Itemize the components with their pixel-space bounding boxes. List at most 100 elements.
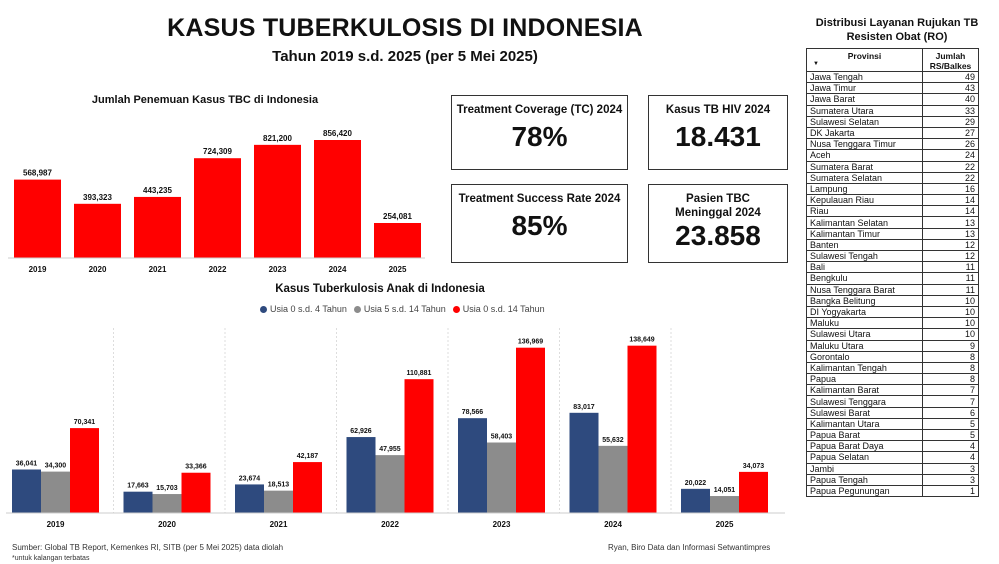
bar [374, 222, 421, 258]
count-cell: 22 [922, 171, 979, 184]
bar [627, 345, 657, 513]
province-cell: Banten [806, 238, 923, 252]
count-cell: 13 [922, 216, 979, 229]
table-row: Papua Selatan 4 [806, 451, 979, 464]
count-cell: 29 [922, 115, 979, 128]
footer-note: *untuk kalangan terbatas [12, 555, 90, 562]
data-label: 14,051 [714, 487, 736, 494]
province-cell: Papua Tengah [806, 473, 923, 486]
legend-item-age-0-14: Usia 0 s.d. 14 Tahun [452, 304, 545, 314]
count-cell: 40 [922, 93, 979, 106]
data-label: 34,073 [743, 463, 765, 470]
table-row: Sumatera Utara 33 [806, 104, 979, 117]
bar [404, 379, 434, 513]
province-cell: Sulawesi Barat [806, 406, 923, 419]
province-cell: Sulawesi Utara [806, 328, 923, 341]
count-cell: 10 [922, 317, 979, 330]
bar [70, 428, 99, 513]
data-label: 78,566 [462, 409, 484, 416]
table-row: Gorontalo 8 [806, 350, 979, 363]
province-cell: Papua Pegunungan [806, 484, 923, 498]
count-cell: 1 [922, 484, 979, 498]
data-label: 18,513 [268, 482, 290, 489]
legend-item-age-0-4: Usia 0 s.d. 4 Tahun [260, 304, 347, 314]
tc-card: Treatment Coverage (TC) 2024 78% [451, 95, 628, 170]
col-province-header[interactable]: Provinsi ▼ [806, 48, 923, 72]
page-title: KASUS TUBERKULOSIS DI INDONESIA [167, 14, 643, 42]
sort-down-icon[interactable]: ▼ [813, 61, 819, 67]
table-row: DI Yogyakarta 10 [806, 305, 979, 319]
table-row: Kalimantan Barat 7 [806, 384, 979, 397]
bar [152, 494, 182, 513]
count-cell: 10 [922, 305, 979, 319]
data-label: 568,987 [23, 169, 52, 178]
province-cell: Sulawesi Selatan [806, 115, 923, 128]
count-cell: 4 [922, 451, 979, 464]
data-label: 110,881 [407, 370, 432, 377]
data-label: 138,649 [629, 337, 654, 344]
province-cell: Nusa Tenggara Timur [806, 138, 923, 151]
province-cell: Sumatera Selatan [806, 171, 923, 184]
x-tick-label: 2019 [29, 265, 47, 274]
tsr-label: Treatment Success Rate 2024 [458, 193, 621, 205]
data-label: 36,041 [16, 461, 38, 468]
data-label: 58,403 [491, 434, 513, 441]
table-row: Papua Barat Daya 4 [806, 440, 979, 453]
province-cell: Aceh [806, 149, 923, 162]
province-cell: Maluku [806, 317, 923, 330]
table-row: Nusa Tenggara Timur 26 [806, 138, 979, 151]
count-cell: 27 [922, 126, 979, 140]
bar [12, 469, 41, 513]
province-cell: DI Yogyakarta [806, 305, 923, 319]
table-row: Sumatera Barat 22 [806, 160, 979, 173]
bar [516, 347, 545, 513]
data-label: 33,366 [185, 464, 207, 471]
tsr-card: Treatment Success Rate 2024 85% [451, 184, 628, 263]
count-cell: 11 [922, 261, 979, 274]
table-row: Bengkulu 11 [806, 272, 979, 285]
bar [375, 455, 405, 513]
data-label: 136,969 [518, 339, 543, 346]
table-row: Bali 11 [806, 261, 979, 274]
count-cell: 6 [922, 406, 979, 419]
x-tick-label: 2024 [329, 265, 347, 274]
data-label: 443,235 [143, 186, 172, 195]
bar [134, 196, 181, 258]
data-label: 724,309 [203, 147, 232, 156]
page-subtitle: Tahun 2019 s.d. 2025 (per 5 Mei 2025) [272, 48, 538, 65]
death-card: Pasien TBC Meninggal 2024 23.858 [648, 184, 788, 263]
data-label: 393,323 [83, 193, 112, 202]
footer-source: Sumber: Global TB Report, Kemenkes RI, S… [12, 543, 284, 552]
province-cell: Sulawesi Tengah [806, 249, 923, 263]
x-tick-label: 2024 [604, 520, 622, 529]
count-cell: 3 [922, 473, 979, 486]
bar [314, 140, 361, 258]
count-cell: 26 [922, 138, 979, 151]
tc-label: Treatment Coverage (TC) 2024 [456, 104, 623, 116]
x-tick-label: 2025 [716, 520, 734, 529]
count-cell: 7 [922, 384, 979, 397]
x-tick-label: 2020 [158, 520, 176, 529]
bar [264, 490, 293, 513]
tc-value: 78% [511, 121, 568, 152]
data-label: 55,632 [602, 437, 624, 444]
ro-table-header: Provinsi ▼ Jumlah RS/Balkes [806, 48, 979, 72]
bar [710, 496, 739, 513]
province-cell: Kalimantan Tengah [806, 361, 923, 375]
table-row: Banten 12 [806, 238, 979, 252]
data-label: 23,674 [239, 475, 261, 482]
death-value: 23.858 [675, 220, 761, 251]
data-label: 70,341 [74, 419, 96, 426]
province-cell: Kepulauan Riau [806, 194, 923, 207]
tsr-value: 85% [511, 210, 568, 241]
count-cell: 10 [922, 294, 979, 307]
table-row: Papua Barat 5 [806, 428, 979, 442]
province-cell: Jawa Timur [806, 82, 923, 95]
x-tick-label: 2022 [381, 520, 399, 529]
count-cell: 14 [922, 194, 979, 207]
bar [739, 471, 768, 513]
province-cell: Riau [806, 205, 923, 218]
count-cell: 5 [922, 428, 979, 442]
province-cell: Sulawesi Tenggara [806, 395, 923, 408]
province-cell: Kalimantan Barat [806, 384, 923, 397]
